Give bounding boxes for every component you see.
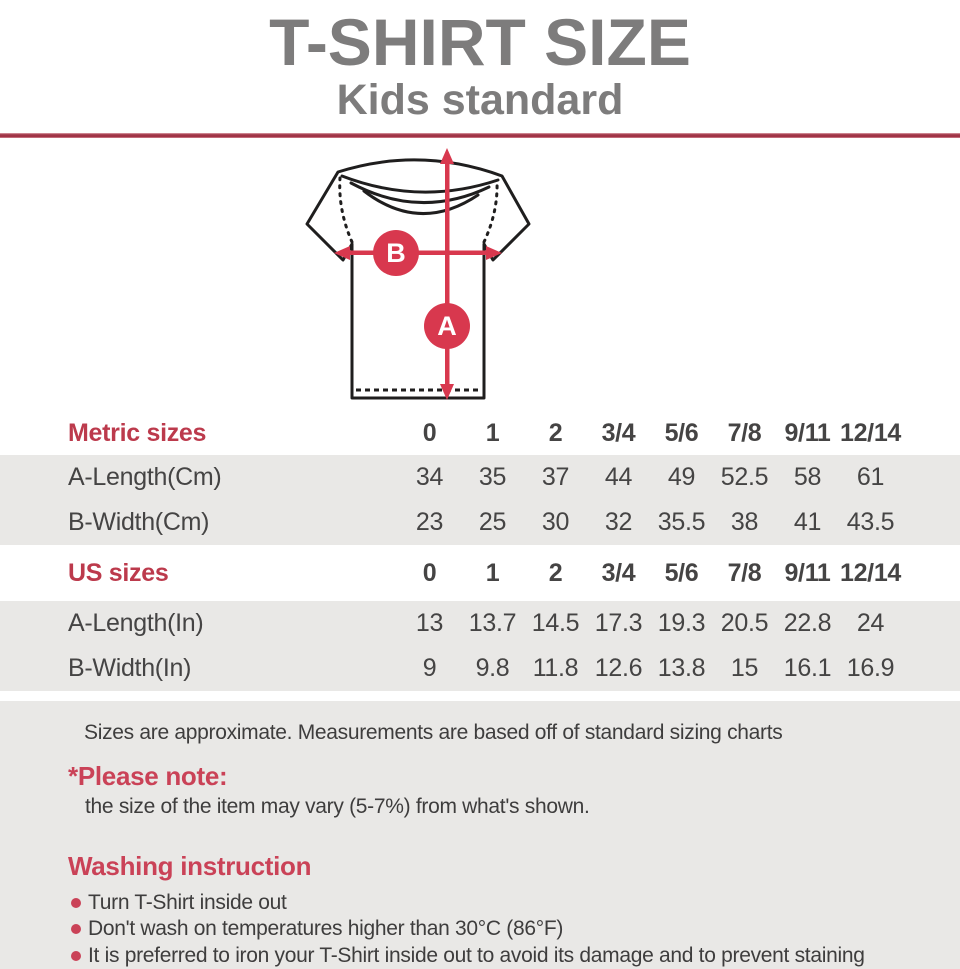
washing-item: Don't wash on temperatures higher than 3… <box>71 916 920 943</box>
washing-instruction-heading: Washing instruction <box>68 850 312 881</box>
row-label: B-Width(Cm) <box>68 507 210 536</box>
size-col-label: 2 <box>548 558 563 587</box>
washing-item-text: Don't wash on temperatures higher than 3… <box>88 917 564 940</box>
table-row-width-in: B-Width(In) 9 9.8 11.8 12.6 13.8 15 16.1… <box>0 646 960 691</box>
value-cell: 24 <box>856 608 885 637</box>
washing-item-text: Turn T-Shirt inside out <box>88 890 287 914</box>
value-cell: 17.3 <box>594 608 643 637</box>
size-col-label: 5/6 <box>664 418 699 447</box>
approximate-note: Sizes are approximate. Measurements are … <box>84 720 783 744</box>
value-cell: 35.5 <box>657 507 706 536</box>
please-note-text: the size of the item may vary (5-7%) fro… <box>85 794 590 818</box>
size-col-label: 12/14 <box>839 418 902 447</box>
value-cell: 49 <box>667 462 696 491</box>
value-cell: 38 <box>730 507 759 536</box>
washing-item: Turn T-Shirt inside out <box>71 890 920 917</box>
value-cell: 14.5 <box>531 608 580 637</box>
sleeve-seams <box>338 176 499 244</box>
value-cell: 19.3 <box>657 608 706 637</box>
tshirt-diagram: B A <box>0 138 960 411</box>
width-marker-circle <box>373 230 419 277</box>
table-row-metric-header: Metric sizes 0 1 2 3/4 5/6 7/8 9/11 12/1… <box>0 412 960 455</box>
size-col-label: 1 <box>485 558 500 587</box>
value-cell: 13 <box>415 608 444 637</box>
value-cell: 13.7 <box>468 608 517 637</box>
value-cell: 41 <box>793 507 822 536</box>
please-note-heading: *Please note: <box>68 760 228 791</box>
table-row-us-header: US sizes 0 1 2 3/4 5/6 7/8 9/11 12/14 <box>0 546 960 601</box>
value-cell: 61 <box>856 462 885 491</box>
value-cell: 9 <box>422 653 437 682</box>
size-col-label: 7/8 <box>727 558 762 587</box>
size-col-label: 7/8 <box>727 418 762 447</box>
size-col-label: 9/11 <box>784 558 831 587</box>
size-col-label: 3/4 <box>601 418 636 447</box>
size-col-label: 0 <box>422 418 437 447</box>
size-col-label: 0 <box>422 558 437 587</box>
value-cell: 35 <box>478 462 507 491</box>
value-cell: 44 <box>604 462 633 491</box>
us-sizes-header: US sizes <box>68 558 169 587</box>
metric-sizes-header: Metric sizes <box>68 418 207 447</box>
length-marker-circle <box>424 303 470 350</box>
value-cell: 15 <box>730 653 759 682</box>
washing-item: It is preferred to iron your T-Shirt ins… <box>71 943 920 969</box>
size-col-label: 1 <box>485 418 500 447</box>
size-col-label: 3/4 <box>601 558 636 587</box>
value-cell: 9.8 <box>475 653 510 682</box>
length-label: A <box>437 311 457 341</box>
bullet-icon <box>71 897 81 908</box>
red-divider <box>0 133 960 139</box>
washing-instruction-list: Turn T-Shirt inside out Don't wash on te… <box>0 890 960 969</box>
row-label: A-Length(Cm) <box>68 462 222 491</box>
value-cell: 32 <box>604 507 633 536</box>
bullet-icon <box>71 924 81 934</box>
washing-item-text: It is preferred to iron your T-Shirt ins… <box>88 943 865 967</box>
size-col-label: 9/11 <box>784 418 831 447</box>
notes-section: Sizes are approximate. Measurements are … <box>0 700 960 969</box>
header: T-SHIRT SIZE Kids standard <box>0 0 960 123</box>
value-cell: 25 <box>478 507 507 536</box>
size-col-label: 5/6 <box>664 558 699 587</box>
value-cell: 16.9 <box>846 653 895 682</box>
table-row-length-in: A-Length(In) 13 13.7 14.5 17.3 19.3 20.5… <box>0 601 960 646</box>
metric-rows-band: A-Length(Cm) 34 35 37 44 49 52.5 58 61 B… <box>0 454 960 545</box>
value-cell: 20.5 <box>720 608 769 637</box>
value-cell: 22.8 <box>783 608 832 637</box>
value-cell: 37 <box>541 462 570 491</box>
tshirt-measurement-icon: B A <box>305 148 531 401</box>
value-cell: 16.1 <box>783 653 832 682</box>
value-cell: 12.6 <box>594 653 643 682</box>
value-cell: 58 <box>793 462 822 491</box>
value-cell: 30 <box>541 507 570 536</box>
collar-ribbing <box>340 174 500 216</box>
page-title: T-SHIRT SIZE <box>269 5 691 79</box>
bullet-icon <box>71 950 81 961</box>
page-subtitle: Kids standard <box>336 75 624 124</box>
table-row-width-cm: B-Width(Cm) 23 25 30 32 35.5 38 41 43.5 <box>0 500 960 545</box>
value-cell: 43.5 <box>846 507 895 536</box>
tshirt-outline <box>305 158 531 400</box>
value-cell: 52.5 <box>720 462 769 491</box>
value-cell: 23 <box>415 507 444 536</box>
us-rows-band: A-Length(In) 13 13.7 14.5 17.3 19.3 20.5… <box>0 600 960 691</box>
value-cell: 11.8 <box>532 653 579 682</box>
row-label: A-Length(In) <box>68 608 204 637</box>
table-row-length-cm: A-Length(Cm) 34 35 37 44 49 52.5 58 61 <box>0 455 960 500</box>
measurement-arrows <box>334 148 502 401</box>
row-label: B-Width(In) <box>68 653 192 682</box>
value-cell: 34 <box>415 462 444 491</box>
size-table: Metric sizes 0 1 2 3/4 5/6 7/8 9/11 12/1… <box>0 412 960 691</box>
width-label: B <box>386 238 406 268</box>
value-cell: 13.8 <box>657 653 706 682</box>
size-col-label: 2 <box>548 418 563 447</box>
size-col-label: 12/14 <box>839 558 902 587</box>
